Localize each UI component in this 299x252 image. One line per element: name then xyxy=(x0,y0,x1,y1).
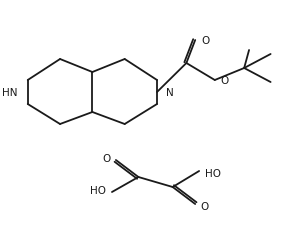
Text: HN: HN xyxy=(2,88,18,98)
Text: HO: HO xyxy=(90,185,106,195)
Text: O: O xyxy=(201,36,209,46)
Text: N: N xyxy=(166,88,174,98)
Text: O: O xyxy=(103,153,111,163)
Text: HO: HO xyxy=(205,168,221,178)
Text: O: O xyxy=(221,76,229,86)
Text: O: O xyxy=(200,201,208,211)
